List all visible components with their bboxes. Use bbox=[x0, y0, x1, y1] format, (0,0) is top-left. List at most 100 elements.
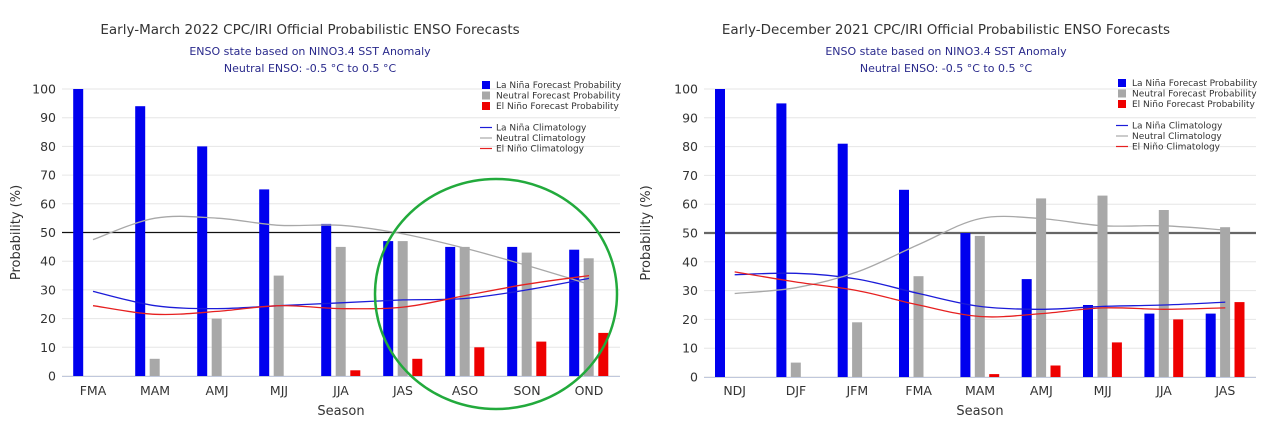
y-tick-label: 40 bbox=[40, 254, 56, 269]
bar-la-nina-djf bbox=[776, 103, 787, 378]
x-tick-label: AMJ bbox=[1030, 383, 1053, 398]
bar-neutral-mam bbox=[149, 358, 160, 376]
bar-la-nina-jja bbox=[1144, 313, 1155, 377]
legend-label: Neutral Forecast Probability bbox=[496, 92, 621, 102]
y-tick-label: 70 bbox=[682, 168, 698, 183]
y-tick-label: 20 bbox=[40, 311, 56, 326]
line-la-nina-climatology bbox=[92, 277, 590, 310]
y-tick-label: 70 bbox=[40, 168, 56, 183]
bar-la-nina-ond bbox=[569, 249, 580, 376]
legend-swatch-la-nina-forecast-probability bbox=[1118, 79, 1126, 87]
bar-el-nino-jja bbox=[350, 370, 361, 376]
legend-label: El Niño Climatology bbox=[496, 145, 585, 155]
bar-neutral-amj bbox=[211, 318, 222, 376]
bar-neutral-aso bbox=[459, 246, 470, 376]
chart-early-march-2022: Early-March 2022 CPC/IRI Official Probab… bbox=[9, 22, 622, 419]
y-tick-label: 10 bbox=[682, 341, 698, 356]
legend-label: La Niña Climatology bbox=[1132, 122, 1223, 132]
y-tick-label: 0 bbox=[48, 369, 56, 384]
legend-swatch-neutral-forecast-probability bbox=[1118, 89, 1126, 98]
x-tick-label: JJA bbox=[332, 383, 349, 398]
x-tick-label: JAS bbox=[1214, 383, 1235, 398]
y-tick-label: 40 bbox=[682, 254, 698, 269]
legend-swatch-neutral-forecast-probability bbox=[482, 91, 490, 100]
bar-la-nina-amj bbox=[197, 146, 208, 376]
line-neutral-climatology bbox=[734, 215, 1226, 295]
y-tick-label: 10 bbox=[40, 340, 56, 355]
bar-la-nina-mam bbox=[135, 106, 146, 376]
bar-la-nina-fma bbox=[73, 89, 84, 376]
x-tick-label: JAS bbox=[392, 383, 413, 398]
x-axis-title: Season bbox=[317, 404, 364, 419]
bar-neutral-son bbox=[521, 252, 532, 376]
bar-neutral-ond bbox=[583, 258, 594, 376]
bar-neutral-jja bbox=[335, 246, 346, 376]
bar-la-nina-mam bbox=[960, 233, 971, 377]
bar-la-nina-amj bbox=[1021, 279, 1032, 377]
x-tick-label: ASO bbox=[452, 383, 478, 398]
line-el-nino-climatology bbox=[92, 274, 590, 316]
legend-label: La Niña Forecast Probability bbox=[496, 81, 622, 91]
legend-swatch-el-nino-forecast-probability bbox=[1118, 100, 1126, 108]
legend-label: El Niño Forecast Probability bbox=[496, 102, 620, 112]
bar-la-nina-jas bbox=[1205, 313, 1216, 377]
bar-neutral-mjj bbox=[273, 275, 284, 376]
bar-la-nina-jfm bbox=[837, 143, 848, 377]
x-axis-title: Season bbox=[956, 404, 1003, 419]
legend-label: El Niño Forecast Probability bbox=[1132, 100, 1256, 110]
y-tick-label: 80 bbox=[682, 139, 698, 154]
y-tick-label: 60 bbox=[40, 196, 56, 211]
bar-neutral-mjj bbox=[1097, 195, 1108, 377]
y-tick-label: 80 bbox=[40, 139, 56, 154]
legend-label: La Niña Forecast Probability bbox=[1132, 79, 1258, 89]
bar-la-nina-fma bbox=[899, 189, 909, 377]
y-axis-title: Probability (%) bbox=[9, 185, 24, 280]
x-tick-label: DJF bbox=[786, 383, 807, 398]
bar-la-nina-son bbox=[507, 246, 518, 376]
bar-neutral-jfm bbox=[852, 322, 863, 377]
bar-el-nino-mjj bbox=[1111, 342, 1122, 377]
legend-swatch-el-nino-forecast-probability bbox=[482, 102, 490, 110]
bar-el-nino-aso bbox=[474, 347, 485, 376]
bar-la-nina-mjj bbox=[259, 189, 270, 376]
bar-el-nino-amj bbox=[1050, 365, 1061, 377]
x-tick-label: MJJ bbox=[270, 383, 288, 398]
legend-label: Neutral Climatology bbox=[1132, 132, 1222, 142]
y-tick-label: 90 bbox=[40, 110, 56, 125]
x-tick-label: MAM bbox=[140, 383, 170, 398]
chart-title: Early-December 2021 CPC/IRI Official Pro… bbox=[722, 22, 1170, 38]
highlight-circle bbox=[373, 177, 619, 411]
y-tick-label: 100 bbox=[674, 82, 698, 97]
y-tick-label: 50 bbox=[40, 225, 56, 240]
y-tick-label: 60 bbox=[682, 197, 698, 212]
bar-el-nino-ond bbox=[598, 332, 609, 376]
chart-subtitle: ENSO state based on NINO3.4 SST Anomaly bbox=[189, 45, 431, 58]
bar-el-nino-jas bbox=[1234, 302, 1245, 377]
x-tick-label: AMJ bbox=[205, 383, 228, 398]
y-tick-label: 30 bbox=[682, 283, 698, 298]
x-tick-label: JFM bbox=[845, 383, 868, 398]
x-tick-label: NDJ bbox=[723, 383, 746, 398]
y-tick-label: 50 bbox=[682, 226, 698, 241]
bar-el-nino-mam bbox=[989, 374, 1000, 377]
bar-neutral-jas bbox=[397, 241, 408, 376]
y-axis-title: Probability (%) bbox=[639, 185, 654, 280]
legend-label: Neutral Climatology bbox=[496, 134, 586, 144]
x-tick-label: MJJ bbox=[1094, 383, 1112, 398]
bar-la-nina-mjj bbox=[1083, 305, 1093, 377]
y-tick-label: 100 bbox=[32, 82, 56, 97]
x-tick-label: FMA bbox=[80, 383, 107, 398]
bar-la-nina-aso bbox=[445, 246, 456, 376]
line-la-nina-climatology bbox=[734, 272, 1226, 310]
x-tick-label: FMA bbox=[905, 383, 932, 398]
bar-la-nina-jja bbox=[321, 223, 332, 376]
legend-label: El Niño Climatology bbox=[1132, 143, 1221, 153]
bar-neutral-fma bbox=[913, 276, 924, 377]
x-tick-label: JJA bbox=[1155, 383, 1172, 398]
y-tick-label: 20 bbox=[682, 312, 698, 327]
x-tick-label: MAM bbox=[965, 383, 995, 398]
chart-early-december-2021: Early-December 2021 CPC/IRI Official Pro… bbox=[639, 22, 1258, 419]
chart-subtitle: Neutral ENSO: -0.5 °C to 0.5 °C bbox=[224, 62, 397, 75]
line-el-nino-climatology bbox=[734, 271, 1226, 318]
legend-label: La Niña Climatology bbox=[496, 124, 587, 134]
